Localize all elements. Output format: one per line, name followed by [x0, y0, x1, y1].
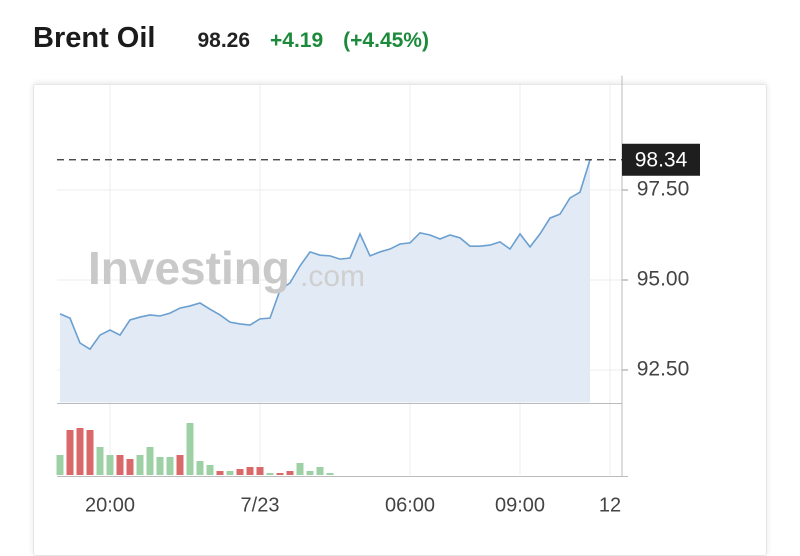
x-tick-label: 12	[599, 494, 621, 516]
volume-bar	[306, 471, 314, 475]
watermark-suffix: .com	[300, 260, 365, 293]
current-price-label: 98.34	[635, 148, 688, 171]
x-tick-label: 09:00	[495, 494, 545, 516]
chart: 20:00 7/23 06:00 09:00 12 92.50 95.00 97.50 Inve…	[56, 75, 700, 516]
volume-bar	[216, 471, 224, 475]
volume-bar	[266, 473, 274, 475]
volume-bar	[116, 455, 124, 475]
volume-bar	[246, 467, 254, 475]
volume-bar	[156, 457, 164, 475]
volume-bar	[176, 455, 184, 475]
instrument-name: Brent Oil	[33, 22, 156, 54]
volume-bar	[196, 461, 204, 475]
volume-bar	[206, 465, 214, 475]
volume-bar	[96, 447, 104, 475]
volume-bar	[256, 467, 264, 475]
last-price: 98.26	[197, 29, 251, 52]
x-tick-label: 7/23	[241, 494, 280, 516]
volume-bar	[106, 455, 114, 475]
volume-bar	[186, 423, 194, 475]
current-price-box	[622, 143, 700, 176]
watermark-brand: Investing	[88, 242, 290, 294]
price-change: +4.19	[270, 29, 324, 52]
volume-bar	[166, 457, 174, 475]
price-area	[60, 159, 590, 403]
volume-bar	[226, 471, 234, 475]
volume-bar	[316, 467, 324, 475]
volume-bar	[76, 428, 84, 475]
x-tick-label: 20:00	[85, 494, 135, 516]
price-change-percent: (+4.45%)	[343, 29, 429, 52]
page: {"header": {"title": "Brent Oil", "price…	[33, 22, 767, 556]
price-line	[59, 159, 591, 351]
volume-bar	[126, 459, 134, 475]
y-tick-label: 92.50	[637, 358, 690, 381]
volume-bar	[86, 430, 94, 475]
quote-header: Brent Oil 98.26 +4.19 (+4.45%)	[33, 22, 429, 62]
volume-bar	[326, 473, 334, 475]
volume-bar	[146, 447, 154, 475]
y-tick-label: 95.00	[637, 268, 690, 291]
volume-bar	[296, 463, 304, 475]
y-tick-label: 97.50	[637, 178, 690, 201]
volume-bar	[286, 471, 294, 475]
plot-layer	[57, 81, 622, 475]
volume-bar	[136, 455, 144, 475]
volume-bar	[236, 469, 244, 475]
x-tick-label: 06:00	[385, 494, 435, 516]
volume-bar	[56, 455, 64, 475]
volume-bar	[66, 430, 74, 475]
volume-bar	[276, 473, 284, 475]
